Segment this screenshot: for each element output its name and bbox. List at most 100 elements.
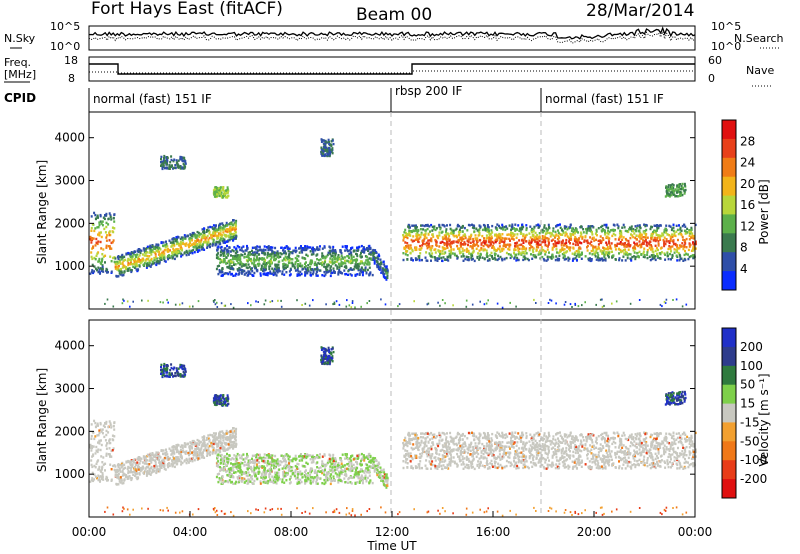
power-cell xyxy=(112,230,115,234)
power-cell xyxy=(219,189,222,192)
power-cell xyxy=(644,236,647,239)
power-cell xyxy=(673,251,676,254)
power-cell xyxy=(538,243,541,246)
power-cell xyxy=(582,228,585,231)
velocity-cell xyxy=(228,431,231,434)
velocity-cell xyxy=(115,482,118,486)
velocity-cell xyxy=(116,476,119,479)
power-cell xyxy=(161,167,164,171)
power-cell xyxy=(251,262,254,265)
power-cell xyxy=(451,232,453,235)
power-cell xyxy=(230,303,232,306)
velocity-cell xyxy=(162,452,164,455)
velocity-cell xyxy=(158,461,161,464)
power-cell xyxy=(324,257,327,260)
power-cell xyxy=(557,231,560,235)
power-cell xyxy=(119,269,122,273)
power-cell xyxy=(137,268,140,271)
power-cell xyxy=(539,252,542,256)
power-cell xyxy=(304,302,307,305)
power-cell xyxy=(691,232,694,235)
power-cell xyxy=(689,243,692,247)
power-cell xyxy=(366,268,369,272)
power-cell xyxy=(681,235,684,239)
power-cell xyxy=(170,245,173,248)
colorbar-tick-label: 8 xyxy=(740,241,748,255)
power-cell xyxy=(262,269,265,273)
power-cell xyxy=(337,271,340,274)
velocity-cell xyxy=(146,453,149,456)
power-cell xyxy=(97,266,100,269)
power-cell xyxy=(243,252,246,255)
power-cell xyxy=(438,223,441,227)
velocity-cell xyxy=(181,446,184,450)
velocity-cell xyxy=(145,474,148,477)
power-cell xyxy=(221,252,224,255)
power-cell xyxy=(270,256,273,259)
power-cell xyxy=(341,272,344,275)
power-cell xyxy=(672,226,675,229)
power-cell xyxy=(549,256,552,259)
power-cell xyxy=(667,184,670,187)
power-cell xyxy=(181,166,184,169)
power-cell xyxy=(554,258,557,262)
power-cell xyxy=(194,239,197,243)
velocity-cell xyxy=(155,471,158,475)
power-cell xyxy=(452,231,455,235)
power-cell xyxy=(317,262,320,265)
power-cell xyxy=(642,252,645,255)
power-cell xyxy=(510,234,513,237)
power-cell xyxy=(483,237,485,240)
power-cell xyxy=(256,255,258,258)
power-cell xyxy=(518,229,521,232)
power-cell xyxy=(525,227,528,230)
power-cell xyxy=(285,256,288,260)
power-cell xyxy=(667,189,670,192)
power-cell xyxy=(246,244,248,248)
power-cell xyxy=(685,303,688,306)
power-cell xyxy=(141,253,144,256)
power-cell xyxy=(163,256,166,260)
power-cell xyxy=(453,253,456,257)
velocity-cell xyxy=(117,463,120,466)
power-cell xyxy=(610,242,613,245)
power-cell xyxy=(498,236,501,240)
power-cell xyxy=(306,254,309,258)
power-cell xyxy=(485,243,488,246)
power-cell xyxy=(382,272,384,275)
power-cell xyxy=(171,164,173,167)
colorbar-swatch xyxy=(722,138,736,159)
power-cell xyxy=(168,256,171,260)
velocity-cell xyxy=(111,449,114,452)
power-cell xyxy=(350,247,352,250)
power-cell xyxy=(122,259,125,262)
freq-unit-label: [MHz] xyxy=(4,68,36,81)
power-cell xyxy=(406,236,409,240)
power-cell xyxy=(157,243,160,246)
power-cell xyxy=(223,272,226,276)
power-cell xyxy=(693,248,696,251)
power-cell xyxy=(196,250,199,253)
power-cell xyxy=(688,238,691,241)
power-cell xyxy=(268,253,271,256)
power-cell xyxy=(486,252,488,255)
power-cell xyxy=(152,250,155,254)
power-cell xyxy=(285,245,288,248)
power-cell xyxy=(311,248,314,251)
power-cell xyxy=(164,244,167,247)
velocity-cell xyxy=(109,455,111,458)
power-cell xyxy=(134,260,137,263)
power-cell xyxy=(321,247,324,250)
power-cell xyxy=(471,251,474,254)
power-cell xyxy=(575,250,578,253)
power-cell xyxy=(639,231,642,235)
power-cell xyxy=(312,271,315,274)
velocity-cell xyxy=(204,447,207,450)
power-cell xyxy=(316,248,318,251)
power-cell xyxy=(285,264,288,267)
power-cell xyxy=(301,304,303,306)
power-cell xyxy=(418,259,421,262)
power-cell xyxy=(151,250,154,253)
power-cell xyxy=(204,239,207,242)
power-cell xyxy=(498,226,501,229)
